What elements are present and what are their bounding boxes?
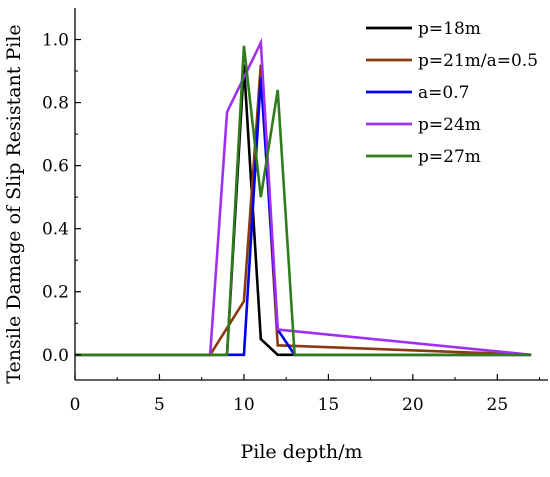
y-tick-label: 0.0 <box>42 346 69 366</box>
x-axis-title: Pile depth/m <box>240 441 362 463</box>
series-layer <box>75 37 532 357</box>
y-tick-label: 0.2 <box>42 283 69 303</box>
series-line-5 <box>75 45 532 357</box>
x-tick-label: 15 <box>318 395 340 415</box>
y-tick-label: 1.0 <box>42 31 69 51</box>
y-axis-title: Tensile Damage of Slip Resistant Pile <box>3 24 25 383</box>
legend-label-1: p=18m <box>418 19 481 39</box>
legend-label-2: p=21m/a=0.5 <box>418 51 538 71</box>
legend-label-3: a=0.7 <box>418 83 469 103</box>
x-tick-label: 25 <box>487 395 509 415</box>
y-tick-label: 0.6 <box>42 157 69 177</box>
series-line-2 <box>75 64 532 357</box>
y-tick-label: 0.8 <box>42 94 69 114</box>
x-tick-label: 5 <box>154 395 165 415</box>
legend-label-5: p=27m <box>418 147 481 167</box>
x-tick-label: 20 <box>402 395 424 415</box>
legend-label-4: p=24m <box>418 115 481 135</box>
x-tick-label: 10 <box>233 395 255 415</box>
series-line-1 <box>75 64 532 357</box>
y-tick-label: 0.4 <box>42 220 69 240</box>
legend: p=18m p=21m/a=0.5 a=0.7 p=24m p=27m <box>366 19 538 167</box>
axes-layer <box>74 8 548 381</box>
x-tick-label: 0 <box>70 395 81 415</box>
ticks-layer: 0 5 10 15 20 25 0.0 0.2 0.4 0.6 0.8 1.0 <box>42 31 541 415</box>
